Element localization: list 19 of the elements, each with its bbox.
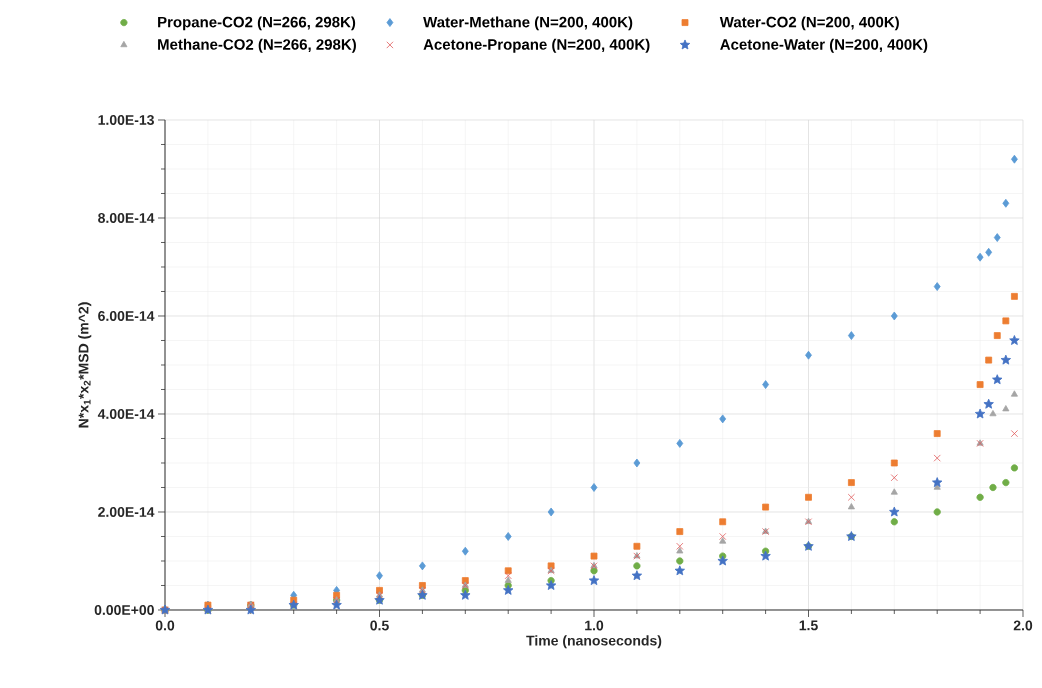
y-tick-label: 6.00E-14 [98, 311, 155, 321]
legend-label: Water-Methane (N=200, 400K) [423, 16, 633, 31]
legend-label: Acetone-Water (N=200, 400K) [720, 38, 928, 53]
legend-label: Water-CO2 (N=200, 400K) [719, 16, 899, 31]
x-axis-title: Time (nanoseconds) [526, 635, 662, 649]
legend-label: Methane-CO2 (N=266, 298K) [158, 38, 356, 53]
y-tick-label: 4.00E-14 [97, 409, 155, 419]
y-tick-label: 1.00E-13 [98, 115, 154, 125]
legend-label: Acetone-Propane (N=200, 400K) [423, 38, 650, 53]
x-tick-label: 2.0 [1013, 620, 1033, 631]
x-tick-label: 0.0 [155, 620, 175, 631]
y-tick-label: 2.00E-14 [98, 507, 155, 517]
x-tick-label: 1.5 [799, 620, 818, 631]
x-tick-label: 1.0 [585, 620, 604, 631]
legend-label: Propane-CO2 (N=266, 298K) [158, 16, 356, 31]
x-tick-label: 0.5 [370, 620, 389, 631]
y-axis-title: N*x$_{1}$*x$_{2}$*MSD (m^2) [78, 302, 92, 428]
y-tick-label: 8.00E-14 [98, 213, 155, 223]
y-tick-label: 0.00E+00 [94, 605, 154, 615]
